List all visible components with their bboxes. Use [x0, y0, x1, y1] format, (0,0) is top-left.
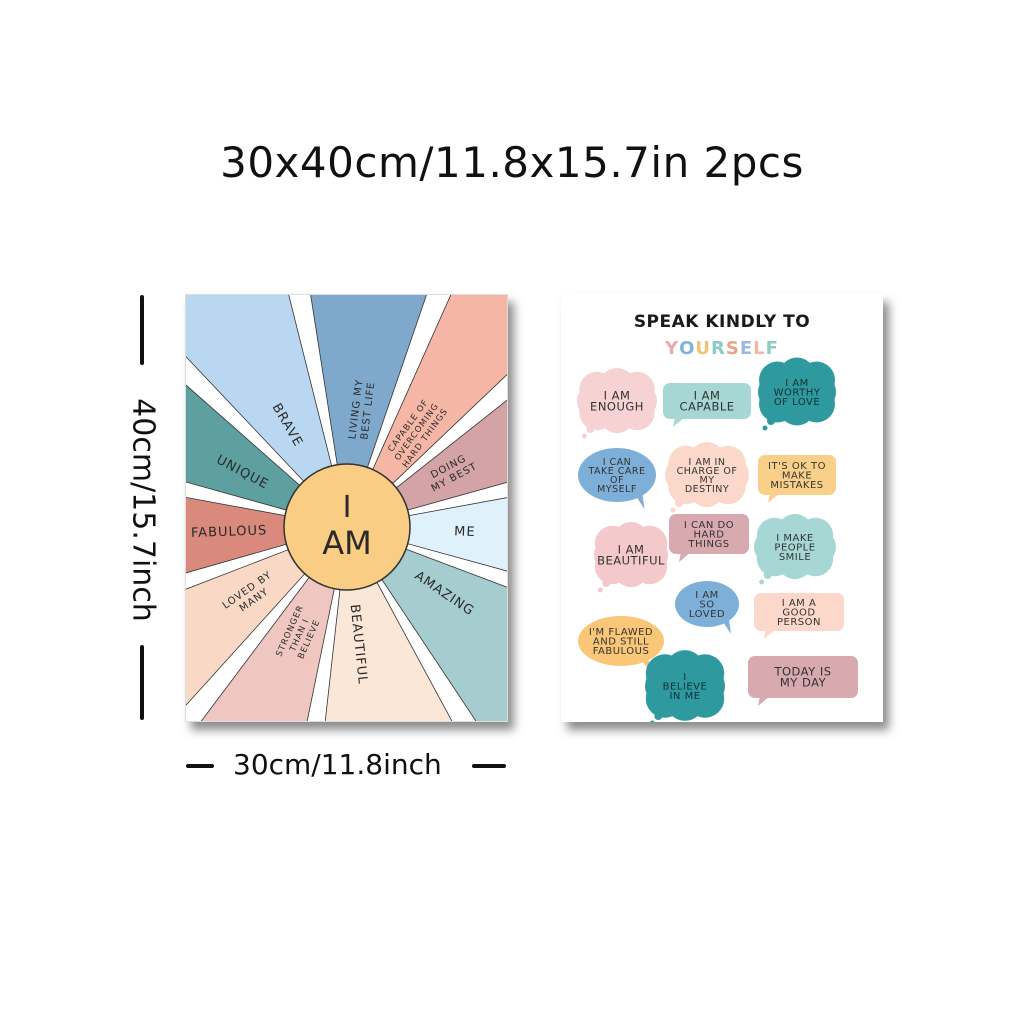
height-marker-top — [140, 295, 144, 365]
svg-text:OF: OF — [610, 475, 624, 486]
svg-text:MISTAKES: MISTAKES — [770, 480, 823, 491]
svg-text:MYSELF: MYSELF — [597, 484, 637, 495]
svg-text:THINGS: THINGS — [687, 539, 729, 550]
svg-text:SO: SO — [699, 600, 714, 611]
svg-text:IT'S OK TO: IT'S OK TO — [768, 461, 826, 472]
center-circle — [283, 463, 411, 591]
svg-text:FABULOUS: FABULOUS — [191, 523, 268, 541]
svg-text:I MAKE: I MAKE — [776, 533, 813, 544]
height-label: 40cm/15.7inch — [125, 398, 161, 622]
svg-text:ENOUGH: ENOUGH — [590, 399, 644, 413]
svg-text:MY DAY: MY DAY — [780, 675, 827, 689]
subtitle-letter-0: Y — [665, 338, 680, 359]
svg-text:MAKE: MAKE — [782, 471, 812, 482]
svg-text:I AM A: I AM A — [782, 598, 817, 609]
svg-text:I: I — [683, 672, 686, 683]
subtitle-letter-4: S — [725, 338, 740, 359]
svg-text:IN ME: IN ME — [669, 691, 700, 702]
svg-text:DESTINY: DESTINY — [685, 484, 729, 495]
center-text-am: AM — [322, 524, 372, 562]
svg-text:I AM: I AM — [618, 543, 645, 557]
subtitle-letter-2: U — [695, 338, 712, 359]
svg-text:PERSON: PERSON — [777, 617, 821, 628]
ray-label-4: ME — [454, 524, 476, 540]
subtitle-letter-1: O — [679, 338, 696, 359]
svg-text:TAKE CARE: TAKE CARE — [587, 466, 645, 477]
svg-text:FABULOUS: FABULOUS — [593, 646, 650, 657]
subtitle-letter-6: L — [753, 338, 766, 359]
height-marker-bottom — [140, 645, 144, 720]
svg-text:I AM: I AM — [695, 590, 719, 601]
center-text-i: I — [343, 490, 352, 525]
svg-text:CHARGE OF: CHARGE OF — [677, 466, 738, 477]
svg-text:I AM: I AM — [694, 389, 721, 403]
subtitle-letter-7: F — [765, 338, 779, 359]
poster-speak-kindly: SPEAK KINDLY TO YOURSELF I AM ENOUGH I AM C… — [561, 294, 883, 722]
svg-text:I CAN: I CAN — [603, 457, 632, 468]
svg-text:ME: ME — [454, 524, 476, 540]
svg-text:BEAUTIFUL: BEAUTIFUL — [597, 553, 665, 567]
poster-subtitle: YOURSELF — [561, 338, 883, 359]
subtitle-letter-3: R — [711, 338, 726, 359]
svg-text:I AM: I AM — [604, 389, 631, 403]
svg-text:I CAN DO: I CAN DO — [684, 520, 734, 531]
svg-text:LOVED: LOVED — [689, 609, 725, 620]
svg-text:GOOD: GOOD — [782, 608, 815, 619]
svg-text:MY: MY — [700, 475, 715, 486]
svg-text:CAPABLE: CAPABLE — [679, 399, 734, 413]
svg-text:SMILE: SMILE — [779, 552, 811, 563]
svg-text:HARD: HARD — [693, 530, 724, 541]
width-marker-left — [186, 764, 214, 768]
width-label: 30cm/11.8inch — [233, 748, 442, 781]
svg-text:I AM IN: I AM IN — [689, 457, 726, 468]
ray-label-9: FABULOUS — [191, 523, 268, 541]
svg-text:WORTHY: WORTHY — [774, 388, 821, 399]
svg-text:I'M FLAWED: I'M FLAWED — [589, 627, 653, 638]
svg-text:PEOPLE: PEOPLE — [774, 543, 815, 554]
svg-text:OF LOVE: OF LOVE — [774, 397, 820, 408]
svg-text:BELIEVE: BELIEVE — [663, 682, 708, 693]
svg-text:AND STILL: AND STILL — [593, 637, 649, 648]
svg-text:TODAY IS: TODAY IS — [773, 665, 831, 679]
poster-i-am: BRAVE LIVING MY BEST LIFE CAPABLE OF OVERCOM… — [185, 294, 508, 722]
width-marker-right — [472, 764, 506, 768]
poster-title: SPEAK KINDLY TO — [633, 312, 811, 332]
subtitle-letter-5: E — [739, 338, 754, 359]
svg-text:I AM: I AM — [785, 378, 809, 389]
headline: 30x40cm/11.8x15.7in 2pcs — [220, 138, 804, 187]
